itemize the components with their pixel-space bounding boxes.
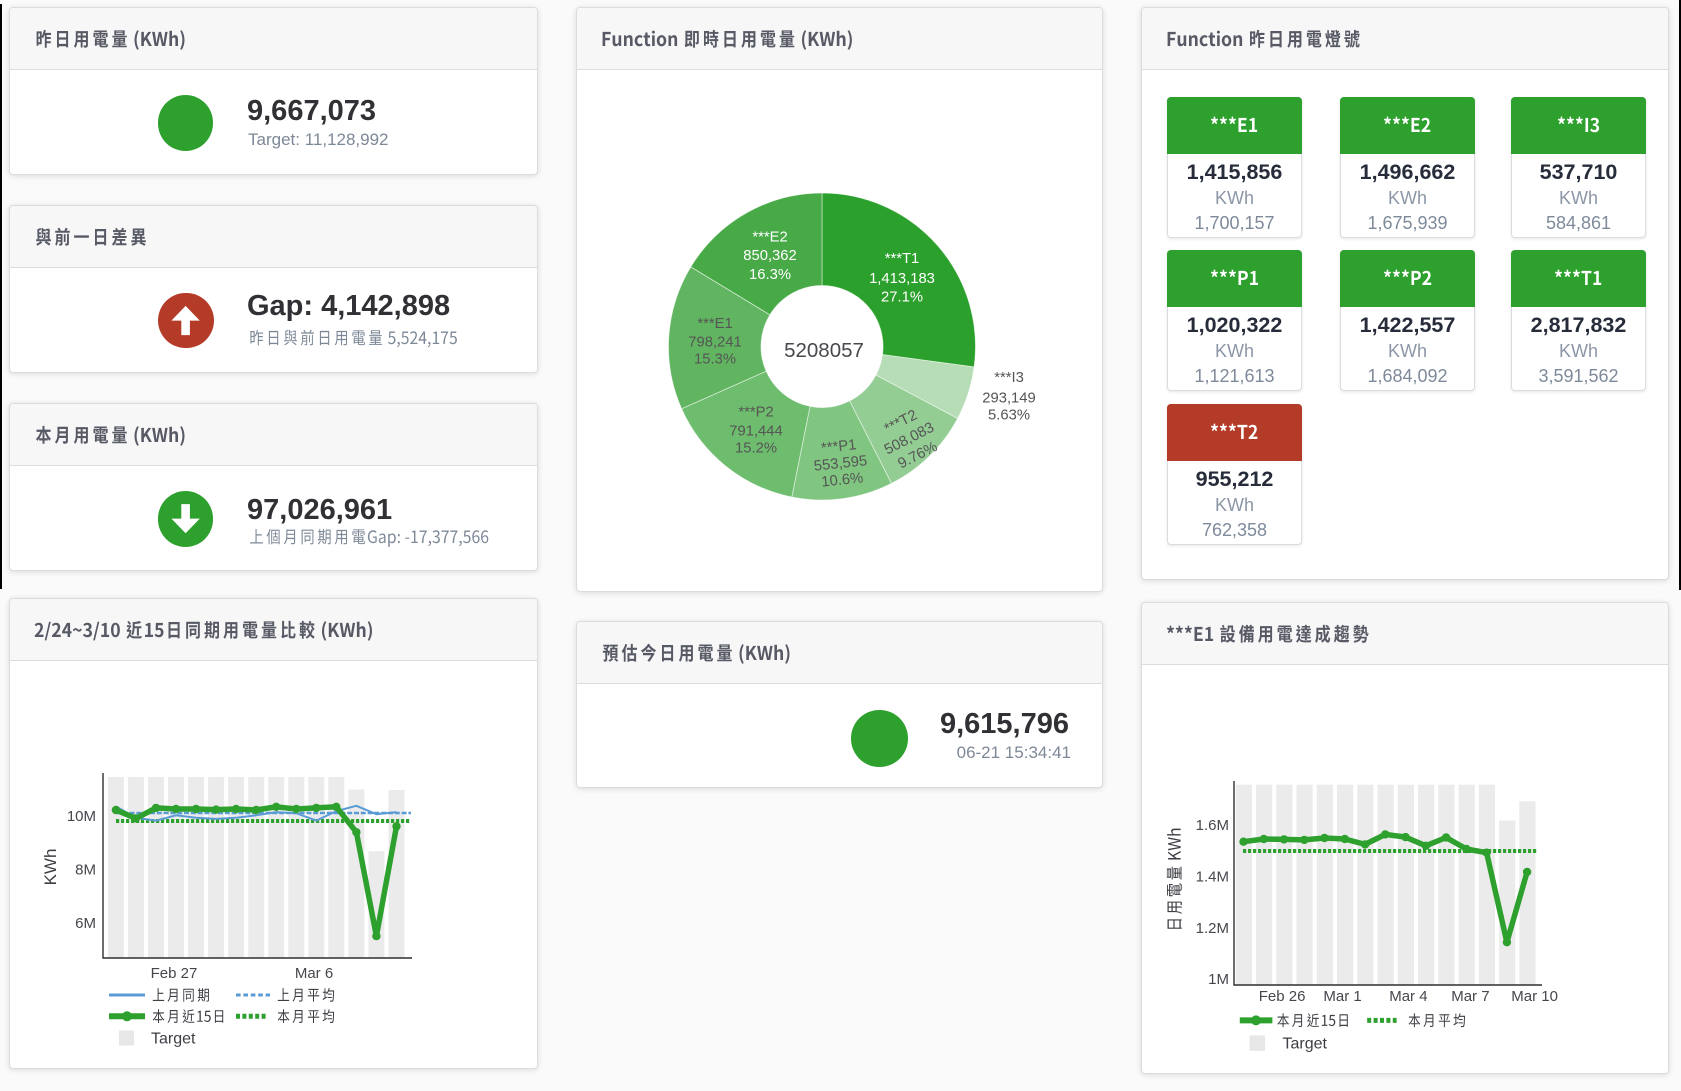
svg-text:1M: 1M [1208,971,1229,988]
svg-text:27.1%: 27.1% [881,289,923,305]
svg-text:1.6M: 1.6M [1196,817,1229,834]
svg-text:6M: 6M [75,915,96,932]
svg-text:KWh: KWh [41,849,60,886]
svg-text:10M: 10M [67,808,96,825]
svg-text:Target: Target [151,1031,196,1048]
svg-text:***P2: ***P2 [738,405,773,421]
svg-text:16.3%: 16.3% [749,267,791,283]
svg-text:293,149: 293,149 [982,391,1036,407]
svg-text:Mar 6: Mar 6 [295,965,333,982]
svg-text:15.3%: 15.3% [694,352,736,368]
svg-text:553,595: 553,595 [813,453,868,475]
svg-text:Feb 27: Feb 27 [151,965,198,982]
svg-text:10.6%: 10.6% [821,470,864,490]
svg-text:Target: Target [1283,1035,1328,1052]
svg-text:Feb 26: Feb 26 [1259,988,1306,1005]
svg-text:798,241: 798,241 [688,335,742,351]
svg-text:5.63%: 5.63% [988,408,1030,424]
svg-text:850,362: 850,362 [743,248,797,264]
svg-text:5208057: 5208057 [784,339,864,362]
svg-text:Mar 4: Mar 4 [1389,988,1427,1005]
svg-text:1.2M: 1.2M [1196,920,1229,937]
svg-text:***I3: ***I3 [994,370,1024,386]
svg-text:1,413,183: 1,413,183 [869,271,935,287]
svg-text:***P1: ***P1 [820,437,857,457]
svg-text:***T1: ***T1 [885,251,920,267]
svg-text:Mar 7: Mar 7 [1451,988,1489,1005]
svg-text:1.4M: 1.4M [1196,869,1229,886]
svg-text:Mar 10: Mar 10 [1511,988,1558,1005]
svg-text:***E1: ***E1 [697,316,732,332]
svg-text:Mar 1: Mar 1 [1323,988,1361,1005]
svg-text:15.2%: 15.2% [735,440,777,456]
svg-text:8M: 8M [75,862,96,879]
svg-text:791,444: 791,444 [729,423,783,439]
svg-text:***E2: ***E2 [752,230,787,246]
